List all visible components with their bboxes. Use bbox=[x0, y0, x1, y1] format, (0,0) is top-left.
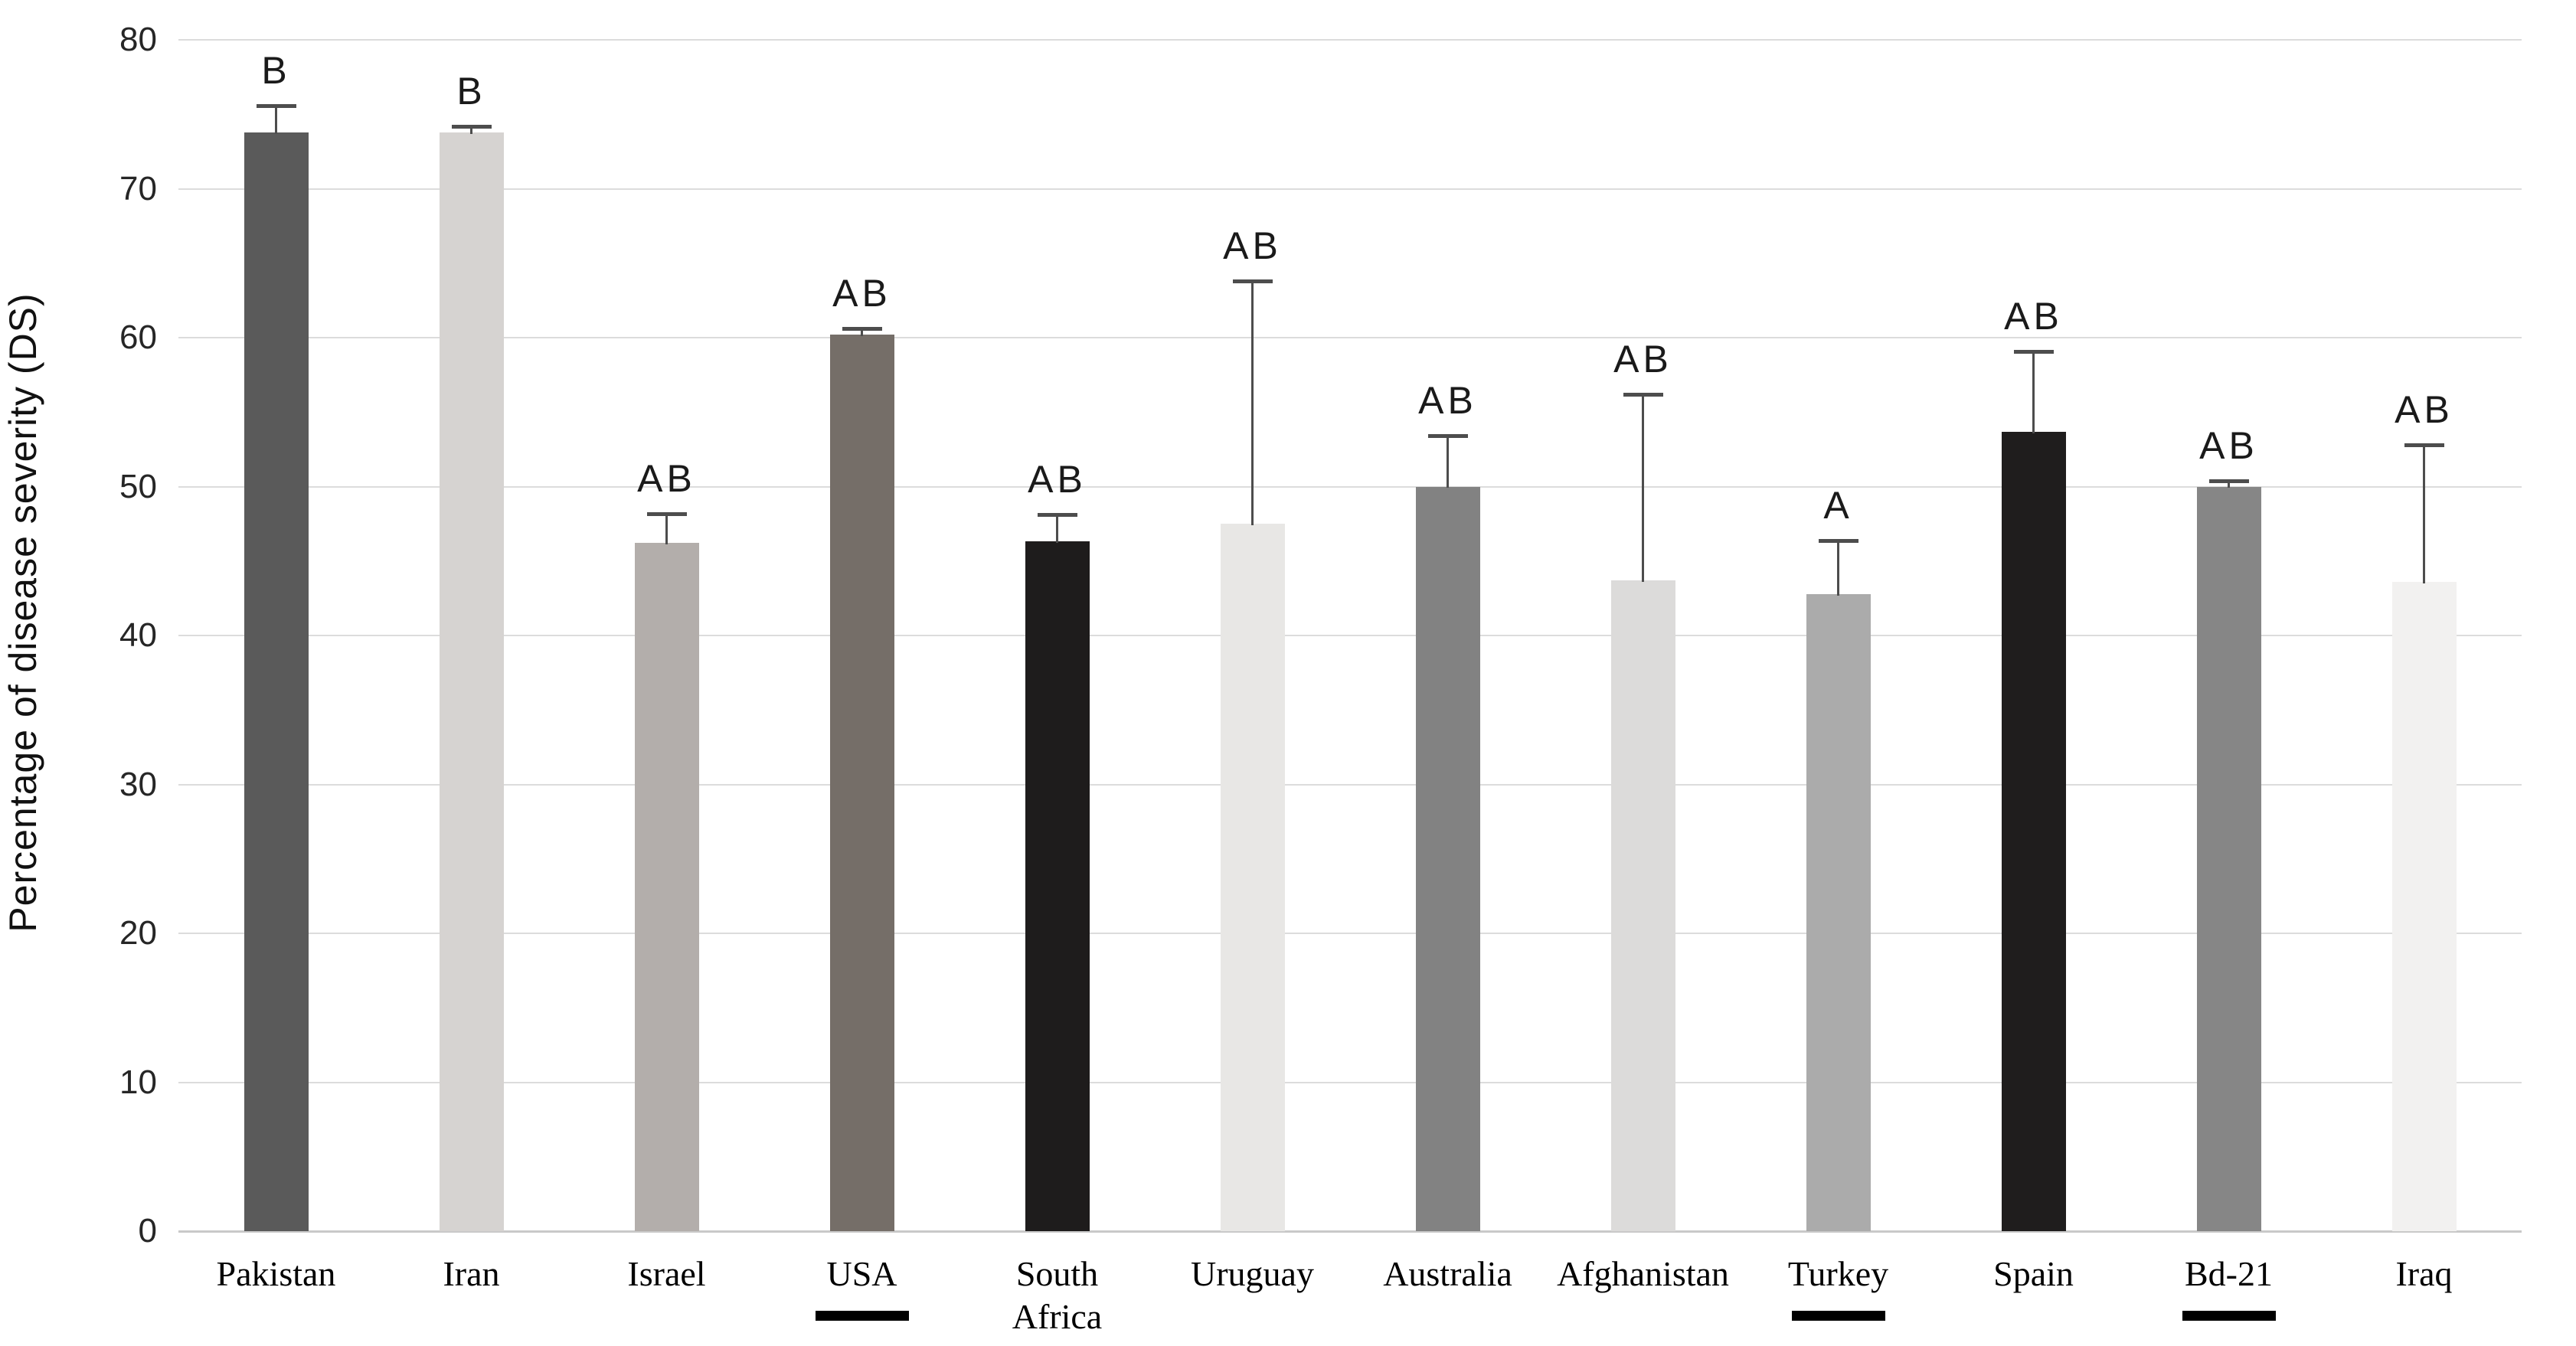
error-bar-cap-pakistan bbox=[256, 103, 296, 108]
gridline-40 bbox=[178, 635, 2522, 636]
x-axis-label-israel: Israel bbox=[627, 1254, 706, 1293]
error-bar-cap-usa bbox=[842, 327, 882, 332]
y-tick-label-60: 60 bbox=[119, 319, 157, 356]
sig-label-uruguay: AB bbox=[1223, 224, 1282, 268]
bar-afghanistan bbox=[1610, 580, 1675, 1231]
underline-mark-usa bbox=[815, 1311, 909, 1321]
x-axis-label-usa: USA bbox=[826, 1254, 897, 1293]
x-axis-label-iran: Iran bbox=[443, 1254, 500, 1293]
bar-pakistan bbox=[244, 132, 309, 1231]
x-axis-label-australia: Australia bbox=[1383, 1254, 1512, 1293]
error-bar-afghanistan bbox=[1642, 394, 1644, 583]
y-tick-label-0: 0 bbox=[138, 1212, 157, 1250]
gridline-80 bbox=[178, 39, 2522, 41]
gridline-70 bbox=[178, 188, 2522, 190]
error-bar-israel bbox=[665, 513, 668, 545]
sig-label-south-africa: AB bbox=[1028, 458, 1087, 501]
error-bar-turkey bbox=[1837, 540, 1839, 596]
x-axis-label-turkey: Turkey bbox=[1787, 1254, 1889, 1293]
error-bar-cap-australia bbox=[1427, 434, 1468, 439]
gridline-20 bbox=[178, 933, 2522, 934]
sig-label-spain: AB bbox=[2004, 294, 2063, 338]
error-bar-cap-south-africa bbox=[1037, 513, 1077, 518]
bar-iraq bbox=[2391, 581, 2457, 1231]
bar-spain bbox=[2001, 431, 2066, 1231]
bar-australia bbox=[1415, 486, 1480, 1231]
bar-south-africa bbox=[1025, 541, 1090, 1231]
error-bar-cap-iran bbox=[451, 124, 492, 129]
x-axis-label-spain: Spain bbox=[1993, 1254, 2074, 1293]
sig-label-iran: B bbox=[456, 69, 486, 113]
sig-label-israel: AB bbox=[637, 456, 696, 500]
error-bar-cap-spain bbox=[2013, 349, 2054, 354]
gridline-30 bbox=[178, 783, 2522, 786]
bar-turkey bbox=[1806, 593, 1871, 1231]
x-axis-line bbox=[178, 1230, 2522, 1233]
sig-label-usa: AB bbox=[832, 272, 891, 315]
bar-uruguay bbox=[1220, 524, 1285, 1231]
gridline-60 bbox=[178, 337, 2522, 338]
sig-label-iraq: AB bbox=[2395, 388, 2453, 432]
error-bar-cap-israel bbox=[646, 511, 687, 516]
error-bar-cap-afghanistan bbox=[1623, 392, 1663, 397]
sig-label-pakistan: B bbox=[261, 48, 291, 92]
bar-israel bbox=[634, 543, 699, 1231]
y-tick-label-10: 10 bbox=[119, 1063, 157, 1101]
y-tick-label-50: 50 bbox=[119, 467, 157, 505]
bar-iran bbox=[439, 132, 504, 1231]
bar-usa bbox=[829, 335, 894, 1231]
y-tick-label-80: 80 bbox=[119, 21, 157, 58]
x-axis-label-south-africa: South Africa bbox=[1012, 1254, 1103, 1336]
x-axis-label-afghanistan: Afghanistan bbox=[1557, 1254, 1729, 1293]
error-bar-pakistan bbox=[275, 105, 277, 134]
sig-label-afghanistan: AB bbox=[1613, 337, 1672, 381]
underline-mark-bd-21 bbox=[2182, 1311, 2276, 1321]
error-bar-south-africa bbox=[1056, 515, 1058, 544]
x-axis-label-bd-21: Bd-21 bbox=[2185, 1254, 2273, 1293]
sig-label-australia: AB bbox=[1418, 379, 1477, 423]
sig-label-turkey: A bbox=[1823, 483, 1853, 527]
error-bar-cap-turkey bbox=[1818, 538, 1858, 543]
x-axis-label-uruguay: Uruguay bbox=[1191, 1254, 1314, 1293]
y-tick-label-20: 20 bbox=[119, 914, 157, 952]
y-tick-label-70: 70 bbox=[119, 169, 157, 207]
gridline-50 bbox=[178, 485, 2522, 488]
error-bar-spain bbox=[2032, 351, 2035, 433]
y-tick-label-40: 40 bbox=[119, 616, 157, 654]
underline-mark-turkey bbox=[1791, 1311, 1885, 1321]
bar-bd-21 bbox=[2196, 486, 2261, 1231]
error-bar-iran bbox=[470, 126, 472, 134]
error-bar-australia bbox=[1447, 436, 1449, 488]
error-bar-bd-21 bbox=[2228, 480, 2230, 488]
error-bar-uruguay bbox=[1251, 281, 1254, 526]
x-axis-label-iraq: Iraq bbox=[2395, 1254, 2453, 1293]
error-bar-cap-uruguay bbox=[1232, 279, 1273, 284]
gridline-10 bbox=[178, 1081, 2522, 1083]
x-axis-label-pakistan: Pakistan bbox=[216, 1254, 336, 1293]
y-tick-label-30: 30 bbox=[119, 765, 157, 803]
error-bar-cap-iraq bbox=[2404, 443, 2444, 448]
error-bar-cap-bd-21 bbox=[2208, 479, 2249, 483]
error-bar-usa bbox=[861, 328, 863, 337]
sig-label-bd-21: AB bbox=[2199, 423, 2258, 467]
error-bar-iraq bbox=[2423, 445, 2425, 583]
